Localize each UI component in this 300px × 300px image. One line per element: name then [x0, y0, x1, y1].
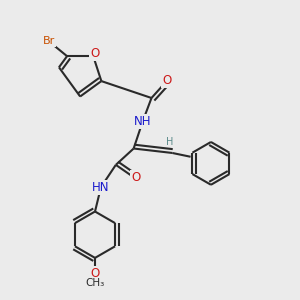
- Text: H: H: [166, 137, 173, 147]
- Text: CH₃: CH₃: [86, 278, 105, 289]
- Text: Br: Br: [43, 36, 55, 46]
- Text: O: O: [90, 266, 100, 280]
- Text: O: O: [131, 171, 140, 184]
- Text: O: O: [162, 74, 172, 87]
- Text: O: O: [90, 47, 99, 60]
- Text: HN: HN: [92, 181, 110, 194]
- Text: NH: NH: [134, 115, 151, 128]
